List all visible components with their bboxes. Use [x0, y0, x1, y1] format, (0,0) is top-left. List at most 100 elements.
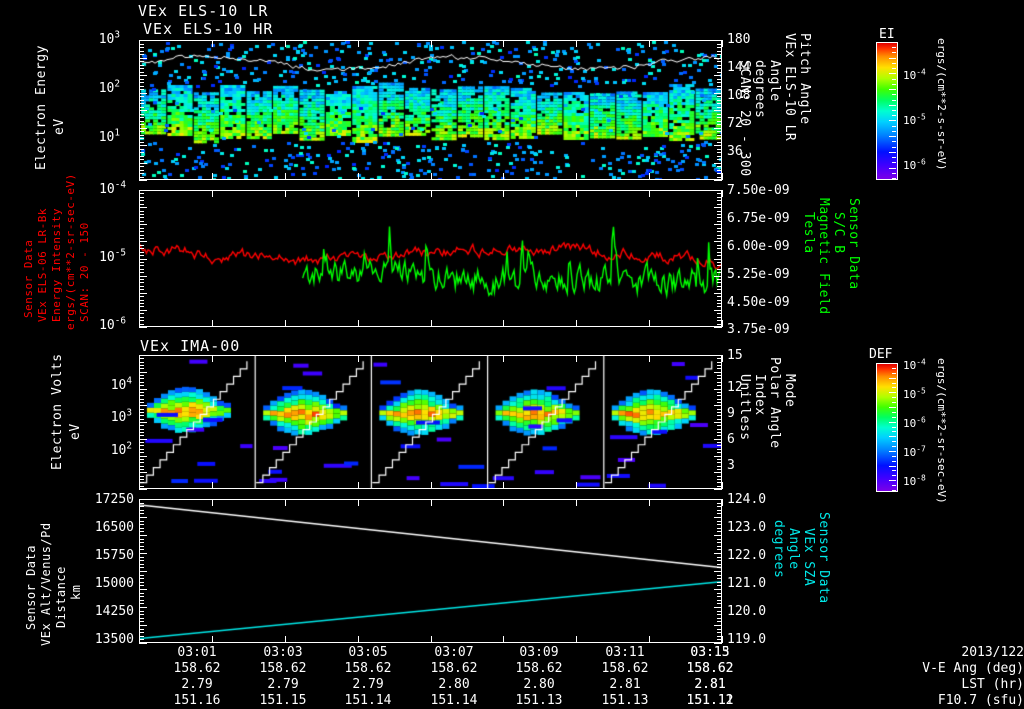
axis-tick — [139, 614, 144, 616]
panel3-colorbar-units: ergs/(cm**2-sr-sec-eV) — [935, 358, 948, 504]
table-cell-f107-7: 151.11 — [686, 693, 734, 708]
axis-tick — [139, 127, 147, 129]
colorbar-tick — [889, 89, 896, 91]
axis-tick — [717, 585, 722, 587]
axis-tick — [717, 261, 722, 263]
axis-tick — [717, 268, 722, 270]
colorbar-tick — [892, 130, 896, 132]
axis-tick — [717, 617, 722, 619]
axis-tick — [139, 388, 147, 390]
axis-tick — [717, 578, 722, 580]
axis-tick — [717, 103, 722, 104]
axis-tick — [717, 391, 722, 393]
time-tick — [430, 40, 432, 47]
axis-tick — [139, 445, 144, 447]
axis-tick — [717, 196, 722, 198]
axis-tick — [717, 96, 722, 97]
axis-tick — [139, 506, 144, 508]
table-cell-f107-6: 151.12 — [686, 693, 734, 708]
panel1-left-axis-units: eV — [52, 118, 67, 135]
axis-tick — [717, 131, 722, 132]
axis-tick — [139, 628, 144, 630]
axis-tick — [717, 482, 722, 484]
axis-tick — [717, 632, 722, 634]
time-tick — [357, 355, 359, 362]
colorbar-tick — [889, 436, 896, 438]
axis-tick — [139, 517, 147, 518]
axis-tick — [717, 478, 722, 480]
colorbar-tick — [892, 110, 896, 111]
axis-tick — [714, 127, 722, 129]
colorbar-tick — [892, 83, 896, 85]
panel3-colorbar-title: DEF — [869, 347, 893, 362]
time-tick — [211, 636, 213, 643]
axis-tick — [714, 438, 722, 440]
axis-tick — [139, 617, 144, 619]
colorbar-tick — [889, 57, 896, 59]
axis-tick — [139, 289, 144, 291]
axis-tick — [139, 258, 147, 260]
axis-tick — [139, 299, 144, 301]
axis-tick — [139, 217, 144, 219]
axis-tick — [139, 166, 144, 167]
axis-tick — [717, 524, 722, 526]
axis-tick — [714, 292, 722, 294]
time-tick — [503, 320, 505, 327]
colorbar-tick — [892, 162, 896, 164]
time-tick — [576, 320, 578, 327]
axis-tick — [714, 92, 722, 94]
axis-tick — [717, 316, 722, 318]
axis-tick — [139, 85, 144, 87]
axis-tick — [714, 241, 722, 243]
axis-tick — [717, 596, 722, 598]
axis-tick — [714, 499, 722, 500]
time-tick — [649, 173, 651, 180]
axis-tick — [717, 475, 722, 477]
colorbar-tick — [889, 151, 896, 153]
axis-tick — [717, 401, 722, 403]
axis-tick — [717, 231, 722, 233]
colorbar-tick — [892, 115, 896, 117]
axis-tick — [139, 265, 144, 267]
panel1-colorbar[interactable] — [876, 42, 898, 180]
axis-tick — [717, 50, 722, 52]
panel3-ytick-10000: 104 — [110, 375, 132, 393]
axis-tick — [717, 418, 722, 420]
panel4-right-axis-title-l2: VEx SZA — [801, 528, 816, 587]
panel3-plot-area[interactable] — [139, 355, 722, 489]
panel2-right-tick-5: 4.50e-09 — [727, 295, 790, 310]
axis-tick — [714, 625, 722, 626]
axis-tick — [717, 574, 722, 576]
colorbar-tick — [892, 157, 896, 159]
axis-tick — [717, 365, 722, 367]
axis-tick — [139, 574, 144, 576]
axis-tick — [717, 289, 722, 291]
time-tick — [722, 482, 723, 489]
axis-tick — [717, 381, 722, 383]
panel1-colorbar-title: EI — [879, 27, 895, 42]
axis-tick — [717, 61, 722, 62]
axis-tick — [139, 224, 147, 226]
axis-tick — [139, 155, 144, 157]
axis-tick — [139, 589, 147, 590]
axis-tick — [717, 428, 722, 430]
axis-tick — [717, 378, 722, 380]
colorbar-tick — [889, 120, 896, 122]
panel3-colorbar[interactable] — [876, 363, 898, 492]
panel4-plot-area[interactable] — [139, 499, 722, 643]
axis-tick — [139, 251, 144, 253]
axis-tick — [717, 442, 722, 444]
panel1-plot-area[interactable] — [139, 40, 722, 180]
panel3-ytick-100: 102 — [110, 440, 132, 458]
axis-tick — [717, 323, 722, 325]
axis-tick — [139, 607, 147, 608]
table-rowlabel-ve-ang: V-E Ang (deg) — [922, 661, 1024, 676]
time-tick — [576, 40, 578, 47]
axis-tick — [717, 358, 722, 360]
panel4-ytick-15750: 15750 — [94, 548, 134, 563]
axis-tick — [717, 71, 722, 73]
axis-tick — [717, 563, 722, 565]
panel2-plot-area[interactable] — [139, 190, 722, 327]
axis-tick — [714, 275, 722, 277]
colorbar-tick — [892, 426, 896, 428]
